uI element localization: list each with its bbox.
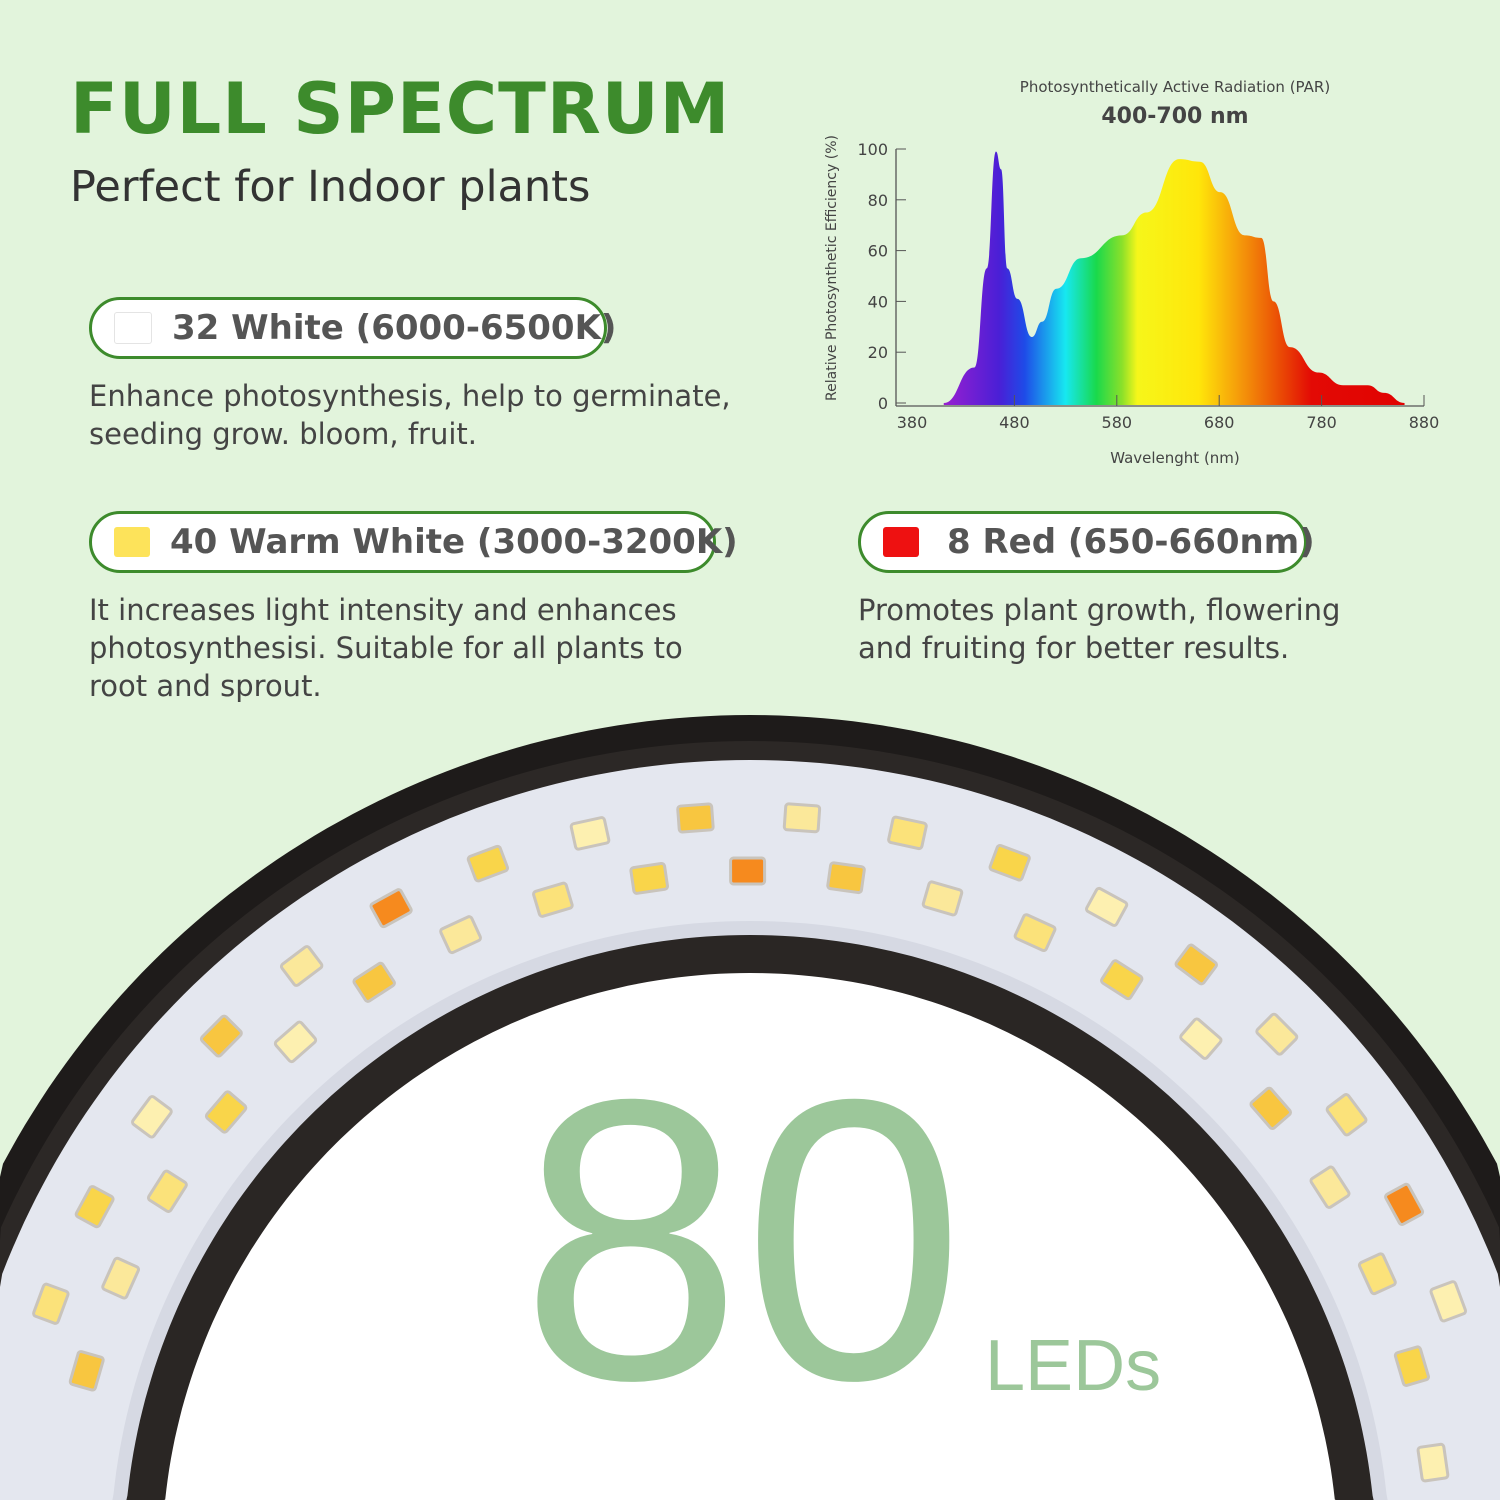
x-tick-label: 780 <box>1306 413 1337 432</box>
led-chip <box>352 961 396 1003</box>
led-chip <box>921 880 964 917</box>
led-chip <box>273 1020 318 1064</box>
led-chip <box>68 1350 105 1392</box>
led-chip <box>1174 943 1218 986</box>
led-chip <box>439 915 482 955</box>
led-chip <box>676 802 715 834</box>
warm-white-led-swatch-icon <box>114 527 150 557</box>
feature-description: Promotes plant growth, flowering and fru… <box>858 593 1341 665</box>
y-tick-label: 60 <box>868 242 888 261</box>
led-chip <box>532 881 574 918</box>
x-axis-label: Wavelenght (nm) <box>1110 449 1240 467</box>
led-chip <box>1384 1182 1425 1226</box>
feature-badge-warm-white: 40 Warm White (3000-3200K) <box>89 511 738 573</box>
led-count: 80 <box>520 1016 965 1463</box>
led-chip <box>826 861 866 895</box>
led-chip <box>988 843 1031 882</box>
led-chip <box>1325 1093 1368 1137</box>
x-tick-label: 680 <box>1204 413 1235 432</box>
y-tick-label: 20 <box>868 343 888 362</box>
chart-title: Photosynthetically Active Radiation (PAR… <box>1020 78 1330 96</box>
feature-badge-red: 8 Red (650-660nm) <box>858 511 1315 573</box>
led-chip <box>1309 1165 1351 1209</box>
feature-label: 32 White (6000-6500K) <box>172 308 617 348</box>
led-chip <box>1357 1252 1397 1296</box>
led-chip <box>1013 913 1057 953</box>
x-tick-label: 880 <box>1409 413 1440 432</box>
led-chip <box>1429 1280 1468 1323</box>
chart-subtitle: 400-700 nm <box>1101 104 1248 129</box>
led-chip <box>32 1282 70 1325</box>
led-chip <box>466 844 510 883</box>
page-subtitle: Perfect for Indoor plants <box>70 162 591 212</box>
led-chip <box>1249 1086 1292 1130</box>
led-chip <box>1179 1017 1223 1060</box>
led-chip <box>782 802 822 834</box>
led-chip <box>1416 1442 1450 1483</box>
led-chip <box>279 945 324 987</box>
feature-description: Enhance photosynthesis, help to germinat… <box>89 379 731 451</box>
led-chip <box>199 1014 243 1058</box>
x-tick-label: 380 <box>897 413 928 432</box>
led-count-unit: LEDs <box>985 1326 1162 1406</box>
y-tick-label: 100 <box>857 140 888 159</box>
x-tick-label: 480 <box>999 413 1030 432</box>
led-chip <box>569 816 611 851</box>
y-tick-label: 0 <box>878 394 888 413</box>
spectrum-area <box>943 151 1405 405</box>
led-chip <box>146 1169 188 1213</box>
y-axis-label: Relative Photosynthetic Efficiency (%) <box>824 135 840 401</box>
red-led-swatch-icon <box>883 527 919 557</box>
led-chip <box>629 861 670 895</box>
led-chip <box>729 856 767 886</box>
feature-label: 40 Warm White (3000-3200K) <box>170 522 738 562</box>
led-chip <box>1085 886 1129 927</box>
feature-badge-white: 32 White (6000-6500K) <box>89 297 616 359</box>
ring-center <box>162 973 1338 1500</box>
led-chip <box>887 815 928 851</box>
feature-label: 8 Red (650-660nm) <box>947 522 1315 562</box>
y-tick-label: 80 <box>868 191 888 210</box>
led-chip <box>1100 959 1144 1001</box>
x-tick-label: 580 <box>1102 413 1133 432</box>
par-spectrum-chart: Photosynthetically Active Radiation (PAR… <box>824 78 1440 467</box>
white-led-swatch-icon <box>114 312 152 344</box>
led-chip <box>1393 1345 1430 1387</box>
page-title: FULL SPECTRUM <box>70 68 731 150</box>
led-chip <box>74 1185 115 1229</box>
led-chip <box>101 1256 140 1300</box>
led-chip <box>1255 1012 1299 1056</box>
y-tick-label: 40 <box>868 292 888 311</box>
led-chip <box>131 1095 173 1139</box>
led-chip <box>369 888 413 929</box>
feature-description: It increases light intensity and enhance… <box>89 593 683 703</box>
led-chip <box>204 1090 248 1134</box>
